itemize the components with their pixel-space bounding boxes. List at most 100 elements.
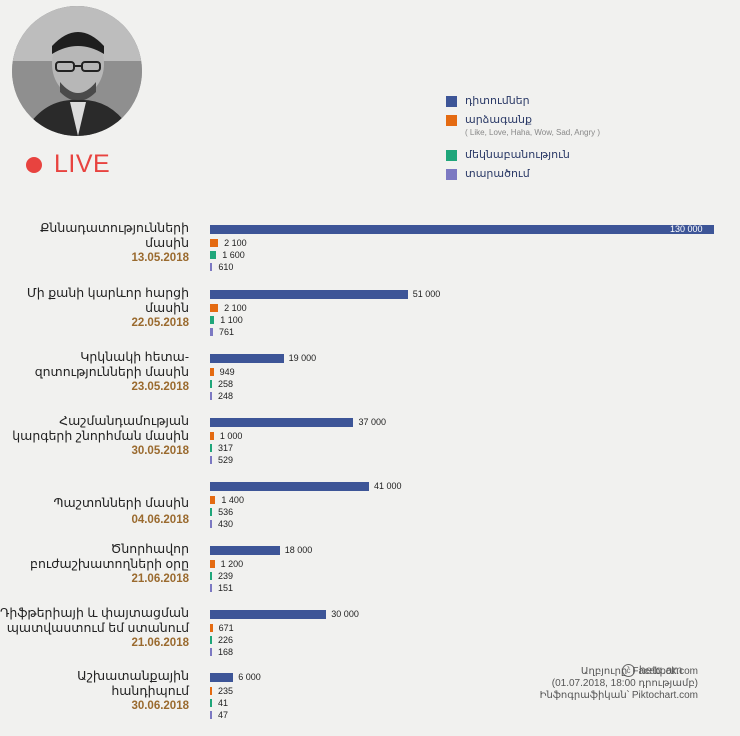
live-indicator: LIVE <box>26 150 110 179</box>
data-label: 239 <box>218 571 234 581</box>
bar-reactions <box>210 687 212 695</box>
category-date: 30.05.2018 <box>131 445 189 457</box>
data-label: 130 000 <box>670 224 703 234</box>
data-label: 1 100 <box>220 315 243 325</box>
bar-reactions <box>210 496 216 504</box>
bar-reactions <box>210 304 219 312</box>
data-label: 317 <box>218 443 234 453</box>
category-label: Պաշտոնների մասին <box>53 496 189 510</box>
data-label: 761 <box>218 327 234 337</box>
data-label: 168 <box>218 647 234 657</box>
credits-date-note: (01.07.2018, 18:00 դրությամբ) <box>551 678 698 689</box>
copyright-icon: c <box>622 664 635 677</box>
data-label: 1 600 <box>222 250 245 260</box>
data-label: 19 000 <box>288 353 317 363</box>
legend-swatch-views <box>446 96 457 107</box>
data-label: 151 <box>218 583 234 593</box>
bar-reactions <box>210 239 219 247</box>
bar-reactions <box>210 560 215 568</box>
legend-swatch-shares <box>446 169 457 180</box>
bar-shares <box>210 711 212 719</box>
bar-comments <box>210 508 213 516</box>
bar-views <box>210 418 354 427</box>
data-label: 258 <box>218 379 234 389</box>
legend-label-comments: մեկնաբանություն <box>465 149 570 161</box>
data-label: 37 000 <box>358 417 386 427</box>
category-date: 30.06.2018 <box>131 700 189 712</box>
data-label: 41 <box>218 698 229 708</box>
bar-shares <box>210 584 212 592</box>
bar-reactions <box>210 368 214 376</box>
bar-shares <box>210 456 213 464</box>
legend-label-reactions: արձագանք <box>465 114 533 126</box>
bar-views <box>210 225 714 234</box>
bar-shares <box>210 520 212 528</box>
credits: Աղբյուրը՝ Facebook.com (01.07.2018, 18:0… <box>540 666 698 702</box>
category-label: Մի քանի կարևոր հարցի մասին <box>26 286 189 315</box>
portrait-image <box>12 6 142 136</box>
category-label: Կրկնակի հետա-զոտությունների մասին <box>34 350 189 379</box>
avatar <box>12 6 142 136</box>
brand: c hetq.am <box>622 663 682 677</box>
category-date: 13.05.2018 <box>131 252 189 264</box>
bar-shares <box>210 328 213 336</box>
data-label: 51 000 <box>412 289 441 299</box>
bar-comments <box>210 636 212 644</box>
legend-label-views: դիտումներ <box>465 95 530 107</box>
bar-views <box>210 354 284 363</box>
category-date: 04.06.2018 <box>131 514 189 526</box>
live-label: LIVE <box>54 150 111 178</box>
bar-comments <box>210 572 212 580</box>
data-label: 30 000 <box>331 609 359 619</box>
category-label: Աշխատանքային հանդիպում <box>77 669 189 698</box>
bar-shares <box>210 648 212 656</box>
bar-comments <box>210 444 212 452</box>
data-label: 529 <box>218 455 234 465</box>
legend-note-reactions: ( Like, Love, Haha, Wow, Sad, Angry ) <box>465 128 601 137</box>
bar-shares <box>210 263 213 271</box>
legend-label-shares: տարածում <box>465 168 530 180</box>
bar-shares <box>210 392 212 400</box>
live-dot-icon <box>26 156 42 173</box>
data-label: 41 000 <box>373 481 402 491</box>
data-label: 18 000 <box>284 545 313 555</box>
category-label: Քննադատությունների մասին <box>39 221 189 250</box>
bar-comments <box>210 380 212 388</box>
category-label: Ծնորհավոր բուժաշխատողների օրը <box>30 542 189 571</box>
data-label: 226 <box>218 635 234 645</box>
data-label: 6 000 <box>238 672 261 682</box>
bar-comments <box>210 316 215 324</box>
category-label: Հաշմանդամության կարգերի շնորհման մասին <box>12 414 189 443</box>
data-label: 248 <box>218 391 234 401</box>
data-label: 1 200 <box>220 559 244 569</box>
data-label: 610 <box>218 262 234 272</box>
legend-swatch-reactions <box>446 115 457 126</box>
bar-views <box>210 610 327 619</box>
legend-swatch-comments <box>446 150 457 161</box>
data-label: 430 <box>218 519 234 529</box>
credits-source: Աղբյուրը՝ Facebook.com <box>580 666 698 677</box>
data-label: 47 <box>218 710 229 720</box>
data-label: 235 <box>218 686 234 696</box>
data-label: 2 100 <box>224 238 247 248</box>
category-date: 22.05.2018 <box>131 317 189 329</box>
category-label: Դիֆթերիայի և փայտացման պատվաստում եմ ստան… <box>0 606 189 635</box>
bar-views <box>210 673 234 682</box>
bar-views <box>210 482 369 491</box>
bar-comments <box>210 699 212 707</box>
bar-views <box>210 546 280 555</box>
category-date: 21.06.2018 <box>131 637 189 649</box>
bar-reactions <box>210 624 213 632</box>
brand-label: hetq.am <box>639 663 683 677</box>
data-label: 671 <box>218 623 234 633</box>
data-label: 2 100 <box>224 303 247 313</box>
category-date: 21.06.2018 <box>131 573 189 585</box>
bar-views <box>210 290 408 299</box>
data-label: 949 <box>219 367 235 377</box>
data-label: 1 000 <box>219 431 243 441</box>
credits-infographic: Ինֆոգրաֆիկան՝ Piktochart.com <box>539 690 698 701</box>
bar-reactions <box>210 432 214 440</box>
category-date: 23.05.2018 <box>131 381 189 393</box>
bar-comments <box>210 251 217 259</box>
data-label: 1 400 <box>221 495 244 505</box>
